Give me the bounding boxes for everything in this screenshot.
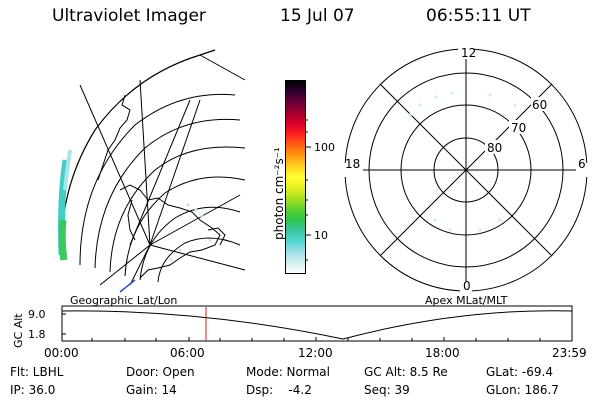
colorbar-tick-100: 100 — [314, 141, 335, 154]
status-filter: Flt: LBHL — [10, 365, 64, 379]
polar-map-label: Apex MLat/MLT — [425, 294, 508, 307]
polar-plot — [343, 45, 588, 295]
altitude-xtick-0000: 00:00 — [44, 346, 79, 360]
altitude-xtick-2359: 23:59 — [552, 346, 587, 360]
altitude-plot-frame — [61, 305, 573, 342]
status-door: Door: Open — [126, 365, 195, 379]
aurora-band — [58, 149, 72, 261]
colorbar-tick-10: 10 — [314, 229, 328, 242]
status-seq: Seq: 39 — [364, 383, 410, 397]
geo-map-label: Geographic Lat/Lon — [70, 294, 178, 307]
instrument-title: Ultraviolet Imager — [52, 6, 206, 26]
altitude-curve — [61, 310, 573, 340]
status-ip: IP: 36.0 — [10, 383, 56, 397]
status-gc-alt: GC Alt: 8.5 Re — [364, 365, 448, 379]
status-dsp: Dsp: -4.2 — [246, 383, 312, 397]
polar-faint-emission — [408, 91, 517, 232]
observation-date: 15 Jul 07 — [280, 6, 355, 26]
status-glon: GLon: 186.7 — [486, 383, 559, 397]
faint-emission — [169, 203, 212, 262]
altitude-ylabel: GC Alt — [12, 313, 25, 348]
status-gain: Gain: 14 — [126, 383, 177, 397]
colorbar — [285, 80, 306, 274]
colorbar-ticks — [305, 119, 311, 261]
status-glat: GLat: -69.4 — [486, 365, 553, 379]
mlat-label-80: 80 — [487, 141, 503, 155]
altitude-xtick-1800: 18:00 — [425, 346, 460, 360]
geographic-map — [58, 49, 246, 293]
footprint-trace — [119, 279, 136, 293]
altitude-plot — [61, 305, 573, 342]
coastline — [97, 94, 226, 279]
mlt-label-6: 6 — [578, 157, 586, 171]
colorbar-unit-label: photon cm⁻²s⁻¹ — [272, 147, 286, 240]
geo-grid — [61, 49, 246, 286]
mlat-label-70: 70 — [511, 121, 527, 135]
altitude-ytick-1-8: 1.8 — [28, 328, 46, 341]
mlat-label-60: 60 — [532, 98, 548, 112]
observation-time: 06:55:11 UT — [426, 6, 531, 26]
altitude-xtick-1200: 12:00 — [298, 346, 333, 360]
mlt-label-12: 12 — [461, 46, 477, 60]
status-mode: Mode: Normal — [246, 365, 330, 379]
mlt-label-18: 18 — [345, 157, 361, 171]
mlt-label-0: 0 — [463, 279, 471, 293]
altitude-xtick-0600: 06:00 — [170, 346, 205, 360]
altitude-ytick-9: 9.0 — [28, 308, 46, 321]
